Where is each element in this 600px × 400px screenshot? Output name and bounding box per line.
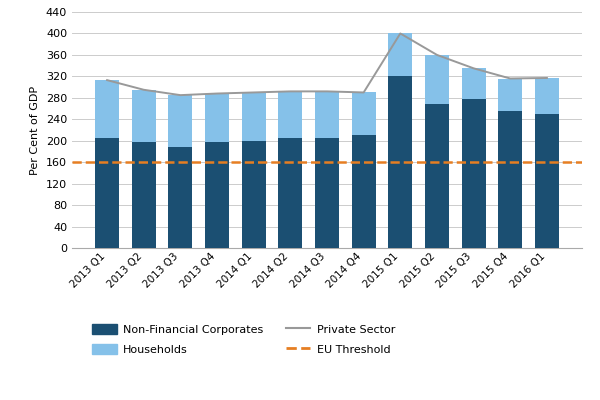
Bar <box>535 114 559 248</box>
Bar <box>499 111 522 248</box>
Bar <box>315 138 339 248</box>
Bar <box>352 92 376 135</box>
Bar <box>205 142 229 248</box>
Y-axis label: Per Cent of GDP: Per Cent of GDP <box>31 86 40 174</box>
Bar <box>95 138 119 248</box>
Bar <box>278 91 302 138</box>
Bar <box>461 99 485 248</box>
Bar <box>242 141 266 248</box>
Bar <box>169 147 193 248</box>
Bar <box>461 68 485 99</box>
Bar <box>205 94 229 142</box>
Bar <box>352 135 376 248</box>
Bar <box>278 138 302 248</box>
Bar <box>95 80 119 138</box>
Bar <box>315 91 339 138</box>
Bar <box>425 55 449 104</box>
Bar <box>535 78 559 114</box>
Bar <box>388 34 412 76</box>
Bar <box>388 76 412 248</box>
Bar <box>169 95 193 147</box>
Bar <box>132 90 155 142</box>
Bar <box>242 92 266 141</box>
Legend: Non-Financial Corporates, Households, Private Sector, EU Threshold: Non-Financial Corporates, Households, Pr… <box>88 320 400 359</box>
Bar <box>425 104 449 248</box>
Bar <box>132 142 155 248</box>
Bar <box>499 78 522 111</box>
